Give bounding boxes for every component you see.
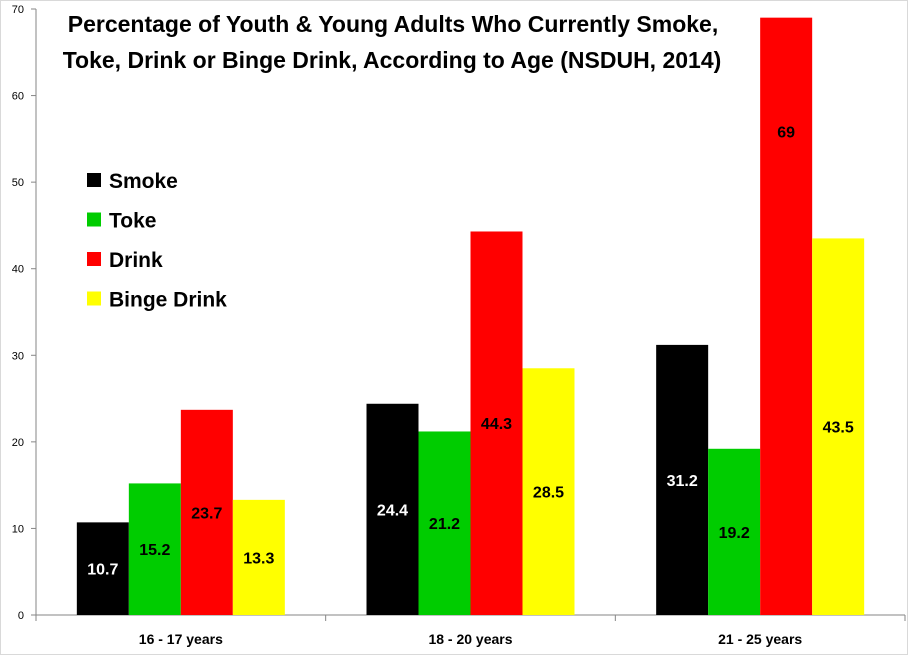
y-tick-label: 60	[12, 91, 24, 103]
chart-title-line-2: Toke, Drink or Binge Drink, According to…	[63, 47, 722, 73]
axes: 0 10 20 30 40 50 60 70 16 - 17 years 18 - 20 year…	[12, 4, 906, 647]
legend-label: Drink	[109, 249, 163, 272]
y-tick-label: 30	[12, 350, 24, 362]
y-tick-label: 40	[12, 264, 24, 276]
bar-toke	[418, 431, 471, 615]
data-label: 15.2	[139, 542, 170, 559]
bar-drink	[760, 17, 813, 615]
data-label: 69	[777, 125, 795, 142]
bars	[76, 17, 865, 615]
bar-drink	[470, 231, 523, 615]
legend-label: Toke	[109, 210, 156, 233]
legend-swatch	[87, 212, 101, 227]
data-label: 21.2	[429, 516, 460, 533]
legend-swatch	[87, 291, 101, 306]
bar-smoke	[366, 403, 419, 615]
bar-toke	[708, 448, 761, 615]
bar-binge-drink	[812, 238, 865, 615]
legend-swatch	[87, 252, 101, 266]
bar-toke	[128, 483, 181, 615]
data-label: 24.4	[377, 502, 408, 519]
legend: Smoke Toke Drink Binge Drink	[87, 170, 227, 312]
chart-title: Percentage of Youth & Young Adults Who C…	[63, 11, 722, 73]
y-tick-label: 50	[12, 177, 24, 189]
y-tick-label: 70	[12, 4, 24, 16]
data-label: 19.2	[719, 525, 750, 542]
chart-title-line-1: Percentage of Youth & Young Adults Who C…	[68, 11, 718, 37]
data-label: 13.3	[243, 550, 274, 567]
data-label: 44.3	[481, 416, 512, 433]
data-label: 10.7	[87, 562, 118, 579]
bar-drink	[180, 409, 233, 615]
y-tick-label: 10	[12, 523, 24, 535]
y-tick-label: 20	[12, 437, 24, 449]
data-label: 28.5	[533, 485, 564, 502]
legend-swatch	[87, 173, 101, 187]
data-label: 23.7	[191, 505, 222, 522]
bar-smoke	[76, 522, 129, 615]
x-category-label: 21 - 25 years	[718, 631, 802, 647]
data-label: 31.2	[667, 473, 698, 490]
data-label: 43.5	[823, 420, 854, 437]
bar-binge-drink	[232, 499, 285, 615]
bar-smoke	[656, 344, 709, 615]
bar-binge-drink	[522, 368, 575, 615]
legend-label: Smoke	[109, 170, 178, 193]
x-category-label: 18 - 20 years	[428, 631, 512, 647]
legend-label: Binge Drink	[109, 289, 227, 312]
y-tick-label: 0	[18, 610, 24, 622]
data-labels: 10.7 15.2 23.7 13.3 24.4 21.2 44.3 28.5 31.2 19.2…	[87, 125, 854, 579]
x-category-label: 16 - 17 years	[139, 631, 223, 647]
